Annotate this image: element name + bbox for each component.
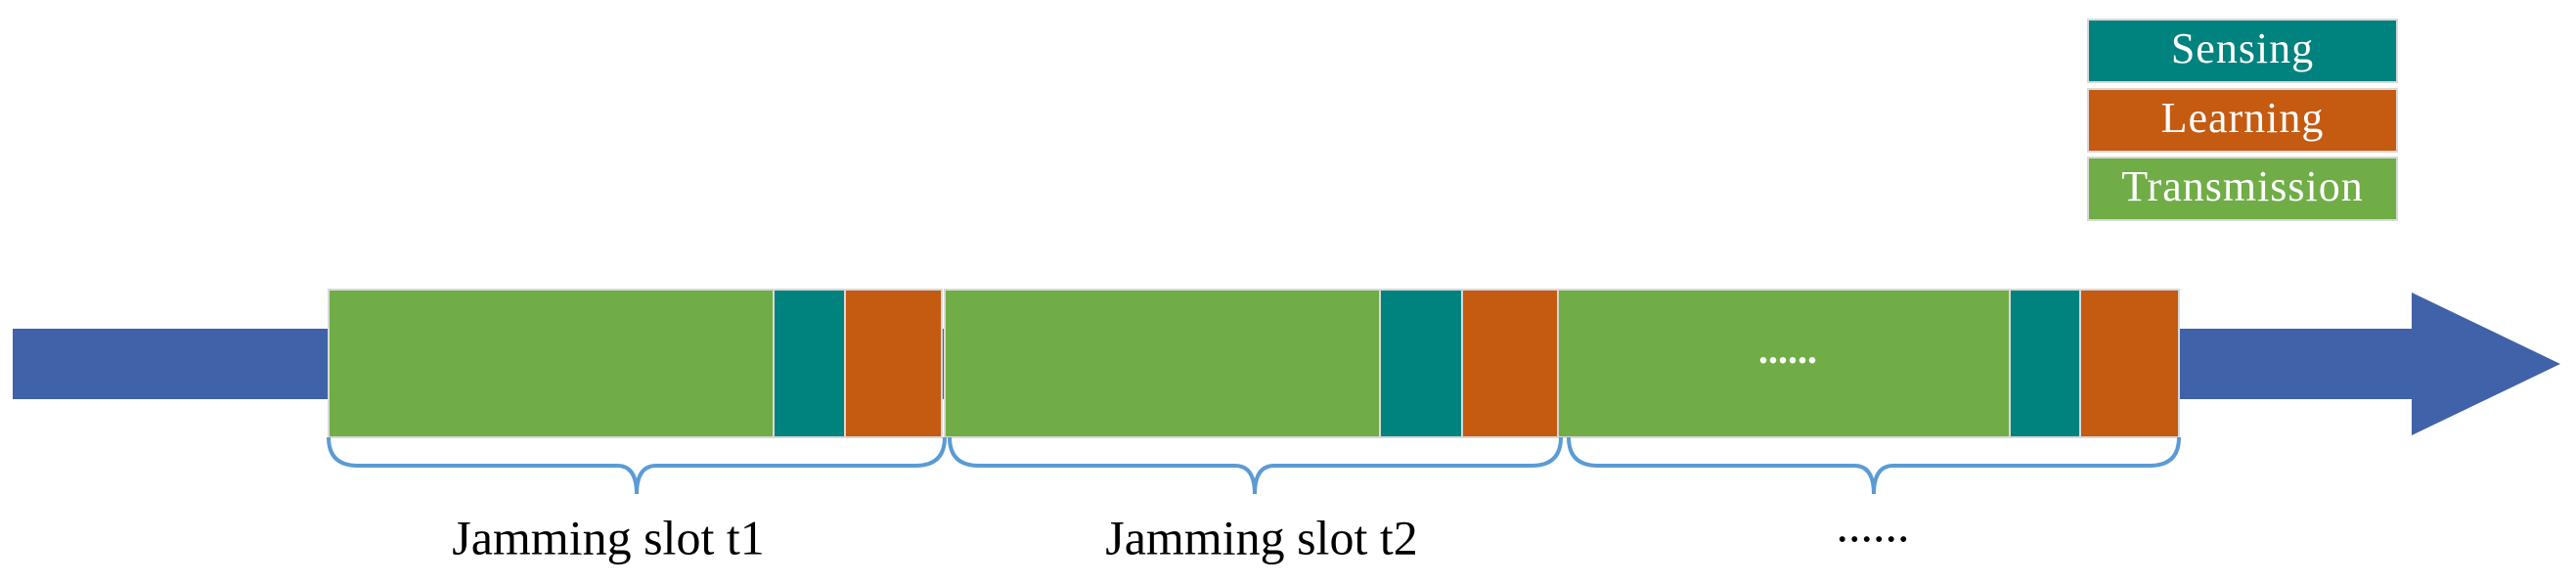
- legend-swatch: [2087, 19, 2398, 83]
- learning-segment: [1461, 289, 1559, 438]
- legend-swatch: [2087, 157, 2398, 221]
- learning-segment: [2079, 289, 2180, 438]
- transmission-segment: [328, 289, 775, 438]
- brace: [948, 436, 1563, 495]
- brace: [1567, 436, 2181, 495]
- legend-label: Learning: [2161, 94, 2325, 142]
- slot-label: ......: [1837, 497, 1910, 552]
- learning-segment: [844, 289, 943, 438]
- time-arrow-head: [2412, 293, 2560, 435]
- sensing-segment: [773, 289, 846, 438]
- transmission-segment: [1557, 289, 2011, 438]
- slot-ellipsis: ......: [1758, 328, 1817, 372]
- brace: [327, 436, 947, 495]
- slot-label: Jamming slot t1: [452, 510, 764, 564]
- legend-swatch: [2087, 88, 2398, 153]
- legend-label: Sensing: [2171, 24, 2314, 72]
- legend-label: Transmission: [2121, 162, 2364, 210]
- sensing-segment: [2009, 289, 2081, 438]
- sensing-segment: [1379, 289, 1463, 438]
- transmission-segment: [944, 289, 1381, 438]
- slot-label: Jamming slot t2: [1105, 510, 1417, 564]
